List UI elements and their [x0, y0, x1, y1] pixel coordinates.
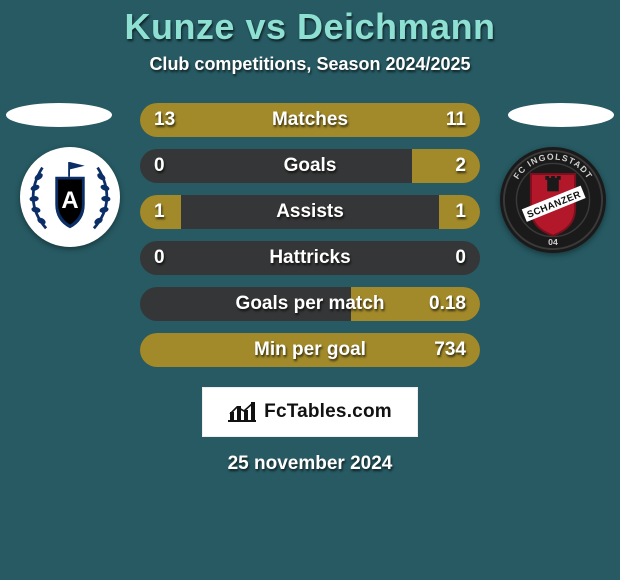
bar-value-right: 11	[446, 103, 466, 137]
svg-text:A: A	[61, 187, 78, 214]
player-right-ellipse	[508, 103, 614, 127]
stat-bar: Hattricks0 0	[140, 241, 480, 275]
bar-value-left: 13	[154, 103, 175, 137]
svg-text:04: 04	[548, 237, 558, 247]
arminia-crest-icon: A	[24, 151, 116, 243]
stat-bar: Goals per match0.18	[140, 287, 480, 321]
bar-label: Goals	[140, 149, 480, 183]
bar-label: Min per goal	[140, 333, 480, 367]
stat-bar: Min per goal734	[140, 333, 480, 367]
date-text: 25 november 2024	[228, 453, 393, 475]
subtitle: Club competitions, Season 2024/2025	[149, 54, 470, 75]
club-badge-left: A	[20, 147, 120, 247]
stat-bar: Goals0 2	[140, 149, 480, 183]
bar-label: Assists	[140, 195, 480, 229]
ingolstadt-crest-icon: FC INGOLSTADT 04 SCHANZER	[502, 149, 604, 251]
watermark: FcTables.com	[202, 387, 418, 437]
bar-label: Hattricks	[140, 241, 480, 275]
bar-value-left: 1	[154, 195, 165, 229]
bar-value-right: 734	[434, 333, 466, 367]
stat-bar: Matches13 11	[140, 103, 480, 137]
page-title: Kunze vs Deichmann	[124, 6, 495, 48]
club-badge-right: FC INGOLSTADT 04 SCHANZER	[500, 147, 606, 253]
bar-chart-icon	[228, 400, 256, 424]
bar-label: Matches	[140, 103, 480, 137]
bar-value-left: 0	[154, 241, 165, 275]
bar-value-right: 1	[455, 195, 466, 229]
bar-value-right: 0	[455, 241, 466, 275]
bar-value-left: 0	[154, 149, 165, 183]
bar-value-right: 2	[455, 149, 466, 183]
stat-bars: Matches1311Goals02Assists11Hattricks00Go…	[140, 103, 480, 367]
watermark-text: FcTables.com	[264, 401, 392, 423]
player-left-ellipse	[6, 103, 112, 127]
bar-value-right: 0.18	[429, 287, 466, 321]
comparison-area: A FC INGOLSTADT 04	[0, 103, 620, 373]
content: Kunze vs Deichmann Club competitions, Se…	[0, 0, 620, 580]
stat-bar: Assists1 1	[140, 195, 480, 229]
